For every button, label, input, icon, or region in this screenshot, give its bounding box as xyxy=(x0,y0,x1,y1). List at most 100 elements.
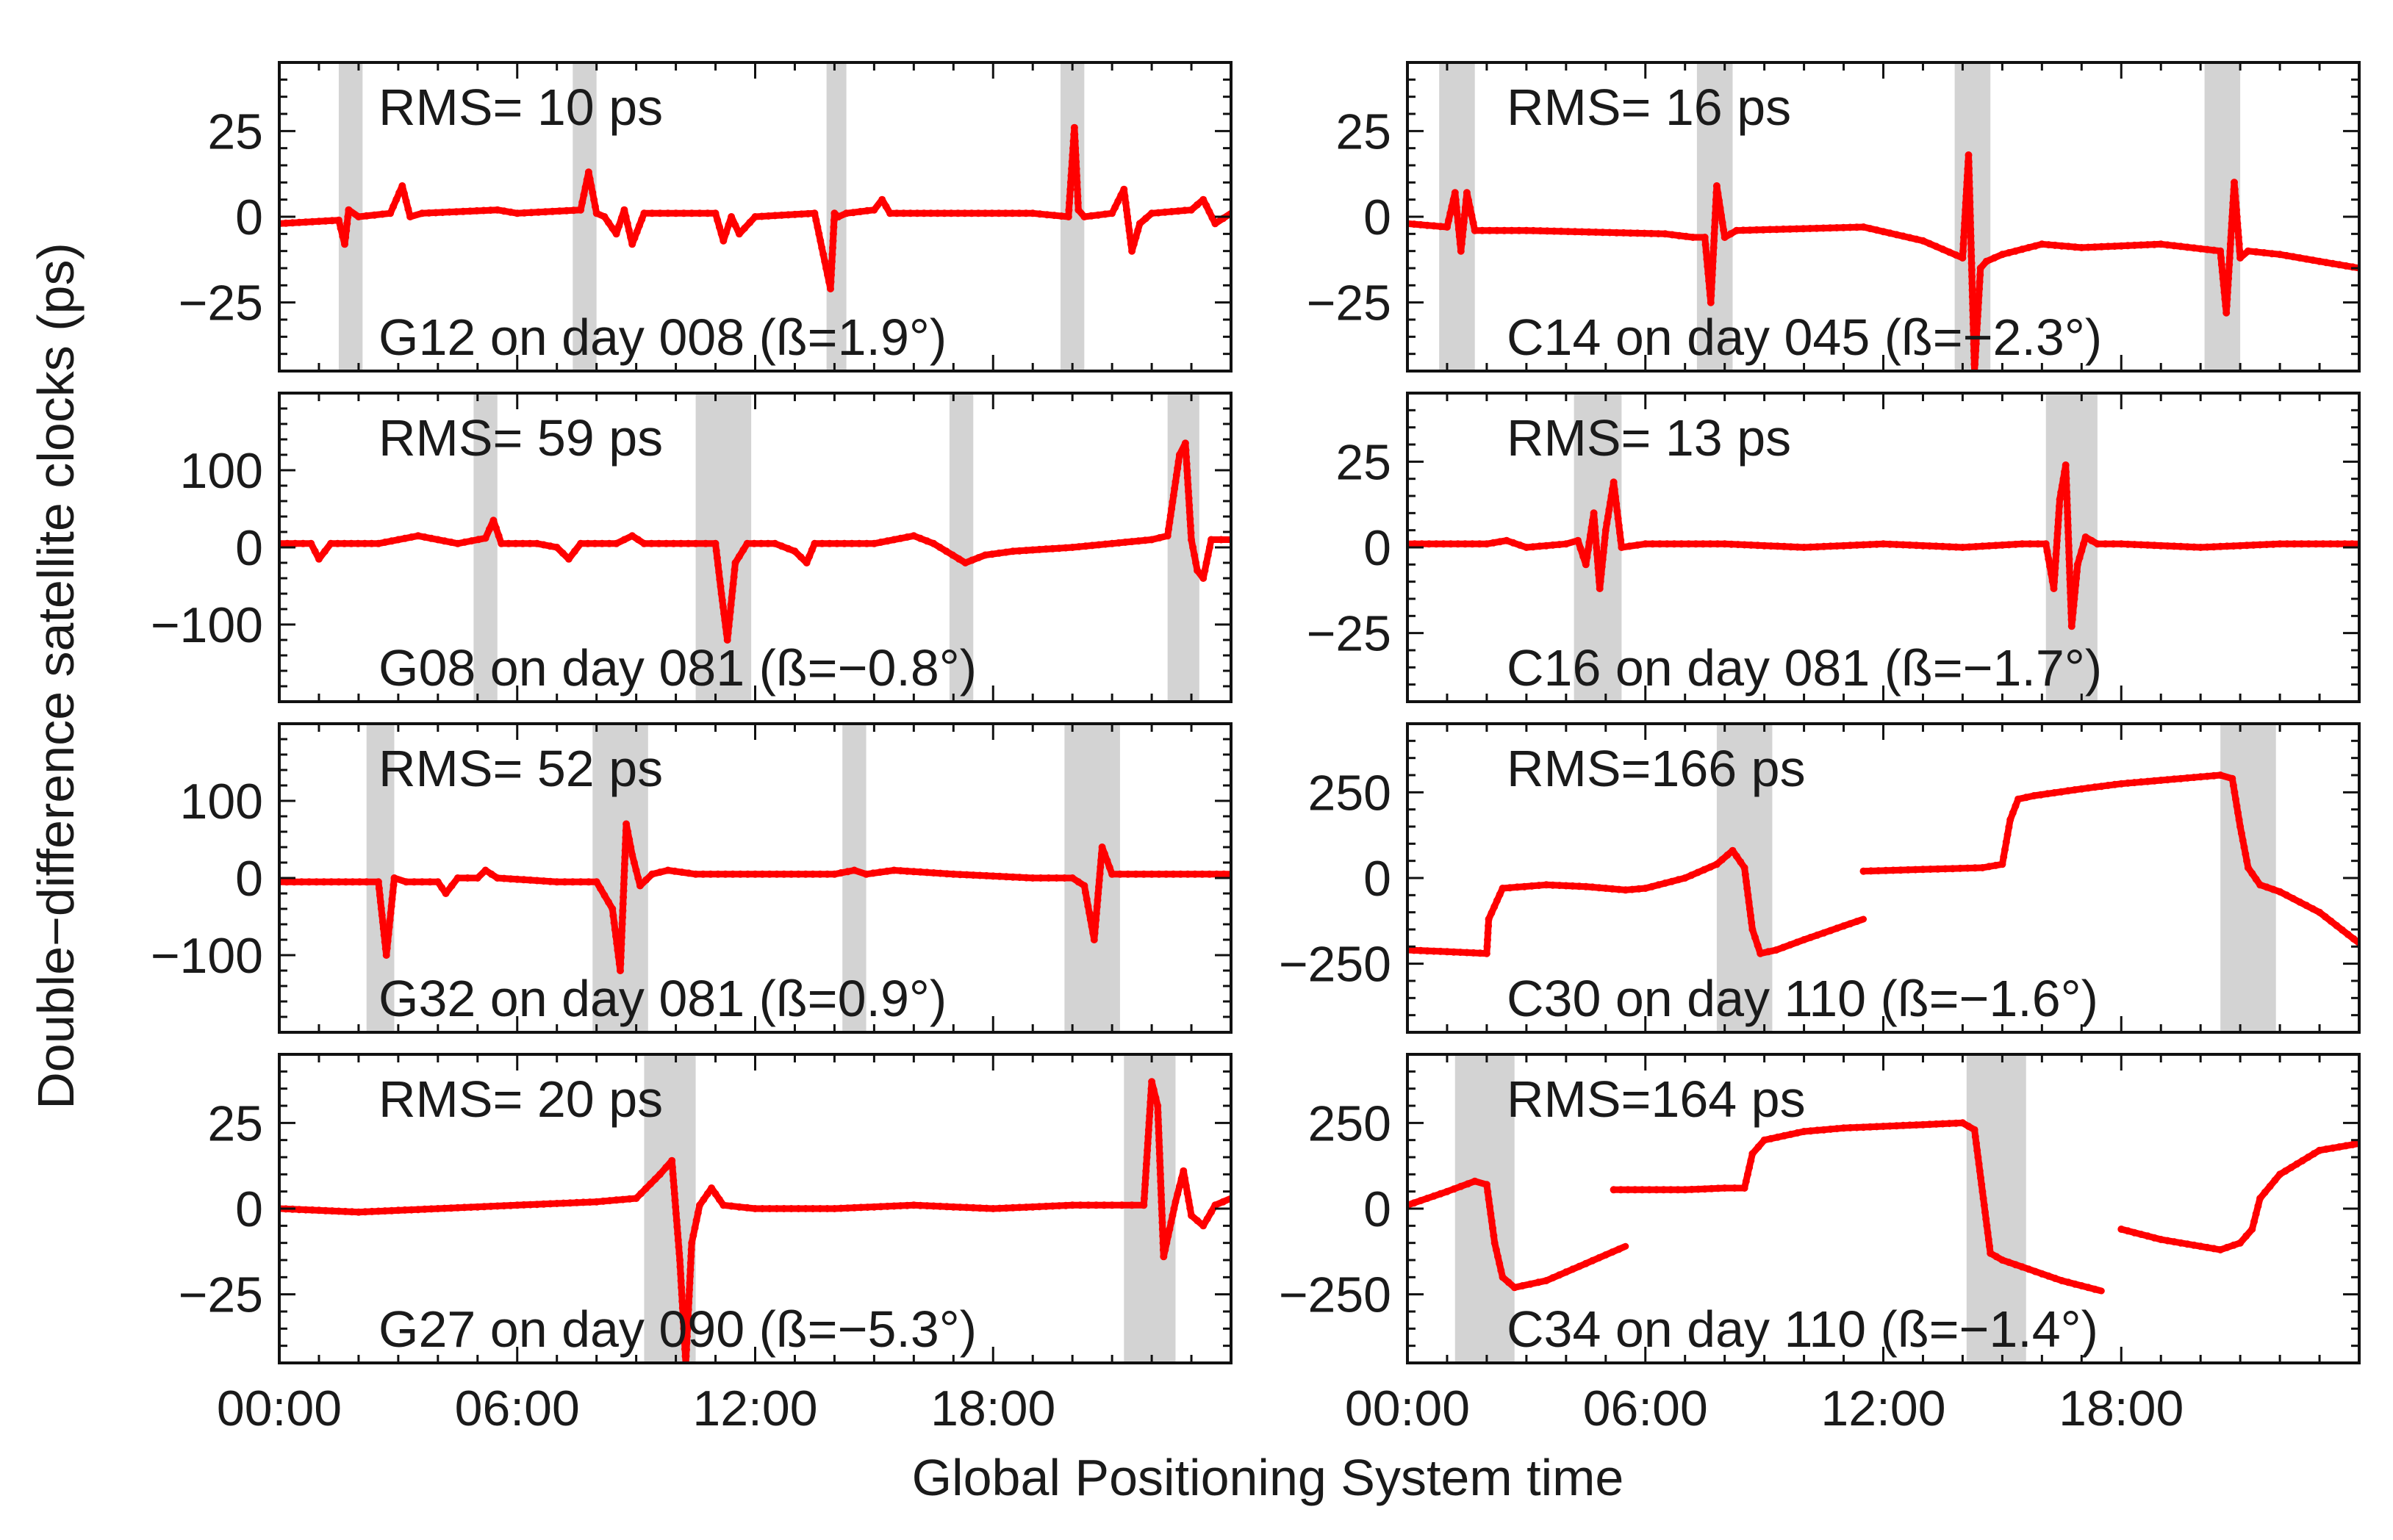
data-point xyxy=(315,217,323,226)
data-point xyxy=(1959,254,1967,262)
data-point xyxy=(295,1206,303,1214)
data-point xyxy=(1912,866,1920,874)
data-point xyxy=(2349,1140,2356,1148)
data-point xyxy=(573,1198,581,1206)
data-point xyxy=(1968,279,1976,287)
data-point xyxy=(2254,1202,2262,1210)
data-point xyxy=(299,539,307,547)
data-point xyxy=(1986,1242,1993,1251)
data-point xyxy=(802,1205,810,1212)
data-point xyxy=(1194,1217,1202,1225)
data-point xyxy=(828,251,836,259)
data-point xyxy=(1115,539,1123,547)
data-point xyxy=(1504,1278,1513,1287)
data-point xyxy=(2052,550,2060,558)
data-point xyxy=(1543,227,1551,235)
data-point xyxy=(794,870,803,878)
data-point xyxy=(295,218,303,226)
data-point xyxy=(2244,864,2252,871)
data-point xyxy=(1982,257,1990,265)
data-point xyxy=(1108,870,1116,878)
data-point xyxy=(1613,507,1621,515)
data-point xyxy=(620,887,628,895)
data-point xyxy=(2263,541,2271,549)
data-point xyxy=(1912,541,1920,550)
data-point xyxy=(1134,226,1142,234)
data-point xyxy=(1187,529,1195,537)
data-point xyxy=(2223,1243,2231,1251)
data-point xyxy=(556,207,564,215)
data-point xyxy=(696,209,703,217)
data-point xyxy=(2072,581,2080,589)
data-point xyxy=(1773,226,1781,234)
data-point xyxy=(1692,540,1700,548)
data-point xyxy=(1009,1203,1017,1212)
data-point xyxy=(1185,1197,1193,1205)
data-point xyxy=(678,1290,686,1298)
eclipse-band xyxy=(366,724,395,1032)
data-point xyxy=(2071,588,2079,596)
data-point xyxy=(384,937,392,945)
data-point xyxy=(678,1298,686,1305)
data-point xyxy=(384,930,392,938)
data-point xyxy=(1760,541,1768,550)
data-point xyxy=(1976,265,1984,272)
data-point xyxy=(1500,226,1508,234)
data-point xyxy=(2084,243,2092,251)
data-point xyxy=(1592,229,1600,236)
data-point xyxy=(830,870,839,878)
data-point xyxy=(612,539,620,547)
data-point xyxy=(2066,582,2074,590)
data-point xyxy=(744,870,752,878)
data-point xyxy=(447,539,455,546)
data-point xyxy=(1667,1186,1675,1194)
data-point xyxy=(291,539,299,547)
data-point xyxy=(1485,915,1493,923)
data-point xyxy=(976,1204,984,1212)
data-point xyxy=(1463,949,1471,957)
data-point xyxy=(1202,201,1210,209)
data-point xyxy=(1981,1208,1989,1216)
data-point xyxy=(638,215,646,223)
data-point xyxy=(758,1205,767,1212)
data-point xyxy=(1080,882,1088,890)
data-point xyxy=(1066,185,1074,193)
data-point xyxy=(2210,1245,2218,1253)
data-point xyxy=(379,924,387,932)
x-tick-label: 18:00 xyxy=(2059,1381,2184,1436)
data-point xyxy=(812,216,820,224)
data-point xyxy=(1499,885,1507,892)
data-point xyxy=(1973,1140,1980,1148)
data-point xyxy=(656,1170,664,1179)
data-point xyxy=(725,622,733,630)
data-point xyxy=(2104,782,2112,789)
data-point xyxy=(717,583,725,591)
data-point xyxy=(1597,570,1605,578)
data-point xyxy=(381,1207,389,1215)
data-point xyxy=(1714,1184,1722,1192)
data-point xyxy=(1459,225,1467,233)
data-point xyxy=(855,539,864,547)
data-point xyxy=(877,539,885,546)
data-point xyxy=(1488,909,1496,917)
data-point xyxy=(1071,137,1079,145)
data-point xyxy=(955,555,963,563)
data-point xyxy=(1932,542,1940,550)
data-point xyxy=(933,209,941,217)
data-point xyxy=(1181,206,1188,215)
panel-caption: G32 on day 081 (ß=0.9°) xyxy=(378,970,947,1027)
data-point xyxy=(883,537,891,545)
data-point xyxy=(500,874,508,882)
data-point xyxy=(1535,882,1543,890)
data-point xyxy=(2091,783,2099,791)
data-point xyxy=(772,1205,781,1212)
data-point xyxy=(2005,541,2013,549)
data-point xyxy=(672,1203,680,1211)
data-point xyxy=(2164,542,2172,550)
data-point xyxy=(1410,946,1418,954)
data-point xyxy=(334,878,342,886)
data-point xyxy=(2228,226,2236,234)
data-point xyxy=(500,1202,508,1210)
data-point xyxy=(2056,495,2064,503)
